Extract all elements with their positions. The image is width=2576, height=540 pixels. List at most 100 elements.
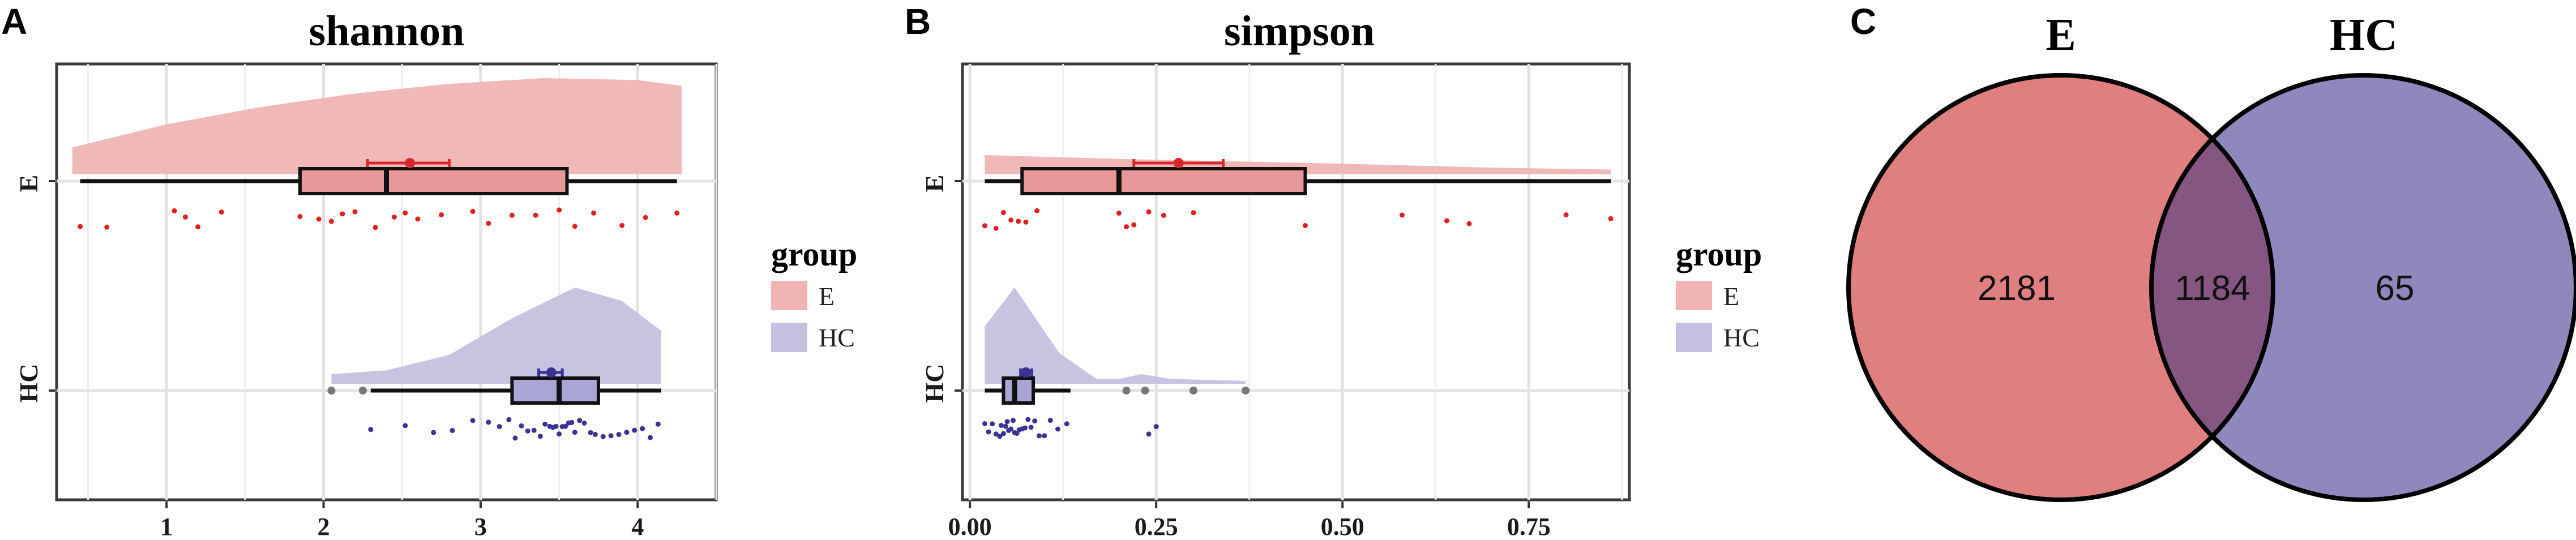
data-point-e — [533, 212, 538, 218]
box-hc — [1002, 376, 1035, 405]
venn-circle-e — [1848, 75, 2273, 500]
data-point-e — [391, 214, 397, 220]
data-point-e — [1116, 211, 1122, 216]
venn-set-label-e: E — [2046, 10, 2076, 60]
data-point-e — [572, 224, 577, 229]
data-point-e — [1400, 212, 1405, 218]
data-point-e — [195, 224, 201, 230]
data-point-e — [486, 221, 491, 226]
data-point-e — [1563, 212, 1569, 217]
data-point-e — [1608, 216, 1614, 221]
data-point-hc — [450, 427, 455, 433]
panel-b-plot-frame — [961, 62, 1631, 502]
data-point-hc — [616, 432, 622, 438]
data-point-hc — [1004, 419, 1010, 425]
x-tick-label: 0.25 — [1135, 513, 1178, 540]
data-point-hc — [1022, 425, 1028, 431]
panel-letter-b: B — [905, 1, 931, 42]
data-point-e — [674, 210, 680, 216]
legend-swatch-hc — [771, 323, 807, 352]
data-point-e — [439, 212, 444, 218]
data-point-e — [1302, 222, 1308, 228]
data-point-e — [1016, 218, 1021, 224]
data-point-hc — [553, 423, 559, 429]
data-point-e — [415, 216, 421, 222]
legend-label-hc: HC — [819, 323, 855, 352]
data-point-hc — [1047, 418, 1053, 423]
data-point-e — [316, 216, 322, 222]
data-point-e — [1444, 218, 1450, 224]
data-point-e — [1008, 217, 1014, 223]
legend-swatch-hc — [1676, 323, 1712, 352]
data-point-hc — [1055, 426, 1060, 432]
data-point-e — [1131, 222, 1137, 228]
venn-set-label-hc: HC — [2330, 10, 2398, 60]
box-e — [298, 167, 569, 195]
density-cloud-e — [72, 78, 682, 174]
data-point-hc — [592, 431, 598, 437]
box-hc — [510, 376, 600, 405]
data-point-hc — [368, 427, 374, 432]
data-point-hc — [1003, 423, 1008, 429]
data-point-hc — [624, 430, 630, 435]
outlier-point — [327, 387, 336, 395]
category-label-e: E — [14, 175, 43, 192]
outlier-point — [358, 387, 367, 395]
data-point-hc — [537, 434, 543, 439]
venn-outline-hc — [2149, 73, 2576, 502]
data-point-hc — [1011, 418, 1016, 423]
data-point-hc — [648, 435, 653, 440]
data-point-e — [1124, 224, 1129, 230]
data-point-hc — [519, 423, 524, 428]
data-point-e — [1023, 219, 1029, 225]
data-point-hc — [655, 421, 661, 427]
data-point-hc — [577, 418, 583, 423]
data-point-e — [104, 224, 110, 230]
data-point-hc — [608, 433, 614, 439]
venn-count-overlap: 1184 — [2175, 269, 2250, 308]
mean-point — [1173, 158, 1184, 168]
legend-swatch-e — [771, 281, 807, 310]
data-point-hc — [525, 428, 530, 434]
data-point-e — [591, 210, 597, 216]
legend-swatch-e — [1676, 281, 1712, 310]
data-point-hc — [588, 430, 593, 435]
data-point-e — [1191, 210, 1196, 216]
data-point-hc — [1153, 424, 1159, 430]
mean-point — [1020, 367, 1031, 378]
data-point-hc — [986, 429, 991, 435]
data-point-e — [78, 224, 83, 229]
panel-b: B simpson 0.00 0.25 0.50 0.75 E HC group E … — [905, 1, 1762, 540]
data-point-e — [643, 215, 648, 220]
data-point-e — [993, 225, 999, 231]
category-label-hc: HC — [920, 364, 949, 403]
legend-label-e: E — [1723, 282, 1739, 311]
data-point-hc — [632, 427, 637, 433]
data-point-hc — [1042, 433, 1047, 439]
data-point-e — [470, 209, 476, 215]
data-point-hc — [403, 423, 408, 428]
legend-a: group E HC — [771, 235, 857, 352]
data-point-e — [403, 210, 408, 216]
mean-point — [546, 367, 557, 378]
data-point-e — [297, 214, 303, 220]
panel-b-title: simpson — [1224, 7, 1375, 55]
data-point-hc — [1064, 421, 1069, 427]
data-point-e — [182, 214, 188, 220]
data-point-e — [373, 225, 378, 230]
data-point-hc — [1025, 417, 1031, 422]
panel-a-title: shannon — [309, 7, 465, 55]
data-point-hc — [486, 419, 491, 425]
data-point-hc — [1032, 418, 1038, 424]
data-point-e — [352, 209, 358, 215]
data-point-e — [509, 212, 515, 218]
x-tick-label: 3 — [474, 513, 487, 540]
venn-count-hc-only: 65 — [2376, 269, 2415, 308]
panel-c: C E HC 2181 1184 65 — [1846, 1, 2576, 502]
x-tick-label: 4 — [631, 513, 644, 540]
panel-a: A shannon 1 2 3 4 E HC group E HC — [1, 1, 857, 540]
data-point-hc — [1008, 426, 1014, 432]
data-point-e — [172, 208, 177, 213]
box-e — [1020, 167, 1307, 195]
